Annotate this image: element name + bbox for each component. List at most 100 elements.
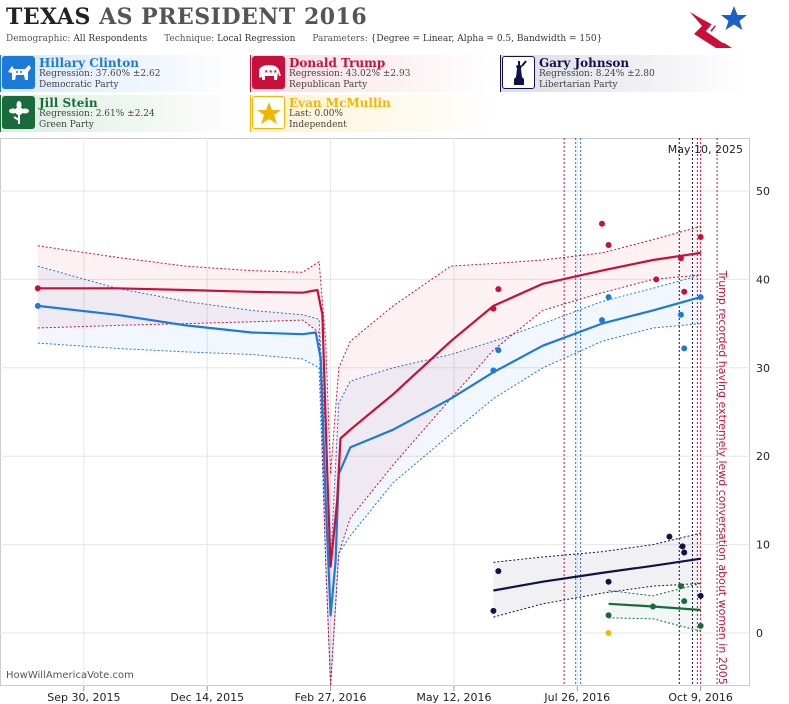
site-logo-icon[interactable] bbox=[688, 4, 748, 50]
candidate-party: Independent bbox=[289, 120, 347, 130]
poll-point bbox=[697, 622, 704, 629]
elephant-icon: ★★★ bbox=[252, 56, 285, 89]
candidate-party: Libertarian Party bbox=[539, 80, 618, 90]
candidate-party: Republican Party bbox=[289, 80, 368, 90]
upper-bound-line bbox=[37, 225, 701, 474]
y-tick-label: 10 bbox=[756, 539, 770, 552]
y-tick-label: 0 bbox=[756, 627, 763, 640]
poll-chart[interactable]: Sep 30, 2015 Dec 14, 2015 Feb 27, 2016 May … bbox=[0, 138, 789, 704]
poll-point bbox=[677, 583, 684, 590]
star-icon bbox=[252, 96, 285, 129]
candidate-name: Hillary Clinton bbox=[39, 56, 139, 70]
regression-line bbox=[37, 296, 701, 617]
regression-line bbox=[493, 557, 701, 592]
y-tick-label: 50 bbox=[756, 185, 770, 198]
poll-point bbox=[681, 549, 688, 556]
svg-text:★★★: ★★★ bbox=[264, 69, 278, 75]
poll-point bbox=[34, 302, 41, 309]
poll-point bbox=[490, 305, 497, 312]
x-tick-label: Sep 30, 2015 bbox=[47, 691, 120, 704]
candidate-regression: Regression: 8.24% ±2.80 bbox=[539, 69, 655, 79]
event-annotation: Trump recorded having extremely lewd con… bbox=[716, 270, 729, 685]
candidate-name: Jill Stein bbox=[39, 96, 98, 110]
candidate-party: Green Party bbox=[39, 120, 94, 130]
title-state: TEXAS bbox=[6, 4, 91, 30]
confidence-band bbox=[493, 533, 701, 618]
page-title: TEXAS AS PRESIDENT 2016 bbox=[6, 4, 367, 30]
candidate-regression: Regression: 2.61% ±2.24 bbox=[39, 109, 155, 119]
confidence-bands bbox=[37, 225, 701, 687]
poll-point bbox=[681, 598, 688, 605]
candidate-card-trump[interactable]: ★★★ Donald Trump Regression: 43.02% ±2.9… bbox=[250, 55, 496, 92]
chart-date: May 10, 2025 bbox=[668, 143, 743, 156]
candidate-regression: Last: 0.00% bbox=[289, 109, 344, 119]
poll-point bbox=[490, 367, 497, 374]
title-rest: AS PRESIDENT 2016 bbox=[99, 4, 368, 30]
lower-bound-line bbox=[608, 617, 701, 632]
demographic-value: All Respondents bbox=[73, 34, 148, 44]
poll-point bbox=[666, 533, 673, 540]
parameters-bar: Demographic: All Respondents Technique: … bbox=[6, 34, 616, 44]
poll-point bbox=[605, 629, 612, 636]
x-axis: Sep 30, 2015 Dec 14, 2015 Feb 27, 2016 May … bbox=[47, 686, 733, 704]
poll-point bbox=[605, 612, 612, 619]
x-tick-label: Oct 9, 2016 bbox=[668, 691, 733, 704]
upper-bound-line bbox=[608, 583, 701, 597]
flower-icon bbox=[2, 96, 35, 129]
y-tick-label: 30 bbox=[756, 362, 770, 375]
lower-bound-line bbox=[37, 323, 701, 687]
poll-point bbox=[677, 311, 684, 318]
poll-points bbox=[34, 220, 704, 636]
poll-point bbox=[605, 294, 612, 301]
poll-point bbox=[495, 286, 502, 293]
technique-value: Local Regression bbox=[217, 34, 296, 44]
candidate-card-clinton[interactable]: Hillary Clinton Regression: 37.60% ±2.62… bbox=[0, 55, 246, 92]
poll-point bbox=[697, 294, 704, 301]
poll-point bbox=[681, 288, 688, 295]
poll-point bbox=[697, 233, 704, 240]
lower-bound-line bbox=[37, 274, 701, 687]
x-tick-label: Jul 26, 2016 bbox=[543, 691, 610, 704]
candidate-name: Donald Trump bbox=[289, 56, 386, 70]
candidate-regression: Regression: 43.02% ±2.93 bbox=[289, 69, 411, 79]
confidence-band bbox=[37, 266, 701, 686]
y-axis: 0 10 20 30 40 50 bbox=[756, 185, 770, 640]
regression-lines bbox=[37, 251, 701, 617]
x-tick-label: May 12, 2016 bbox=[416, 691, 491, 704]
poll-point bbox=[495, 568, 502, 575]
donkey-icon bbox=[2, 56, 35, 89]
parameters-value: {Degree = Linear, Alpha = 0.5, Bandwidth… bbox=[370, 34, 603, 44]
plot-frame bbox=[0, 138, 750, 686]
candidate-card-johnson[interactable]: Gary Johnson Regression: 8.24% ±2.80 Lib… bbox=[500, 55, 746, 92]
regression-line bbox=[37, 251, 701, 568]
candidate-name: Evan McMullin bbox=[289, 96, 391, 110]
poll-point bbox=[697, 592, 704, 599]
upper-bound-line bbox=[37, 265, 701, 563]
poll-point bbox=[495, 347, 502, 354]
poll-point bbox=[679, 543, 686, 550]
y-tick-label: 20 bbox=[756, 450, 770, 463]
poll-point bbox=[677, 255, 684, 262]
confidence-band bbox=[37, 226, 701, 686]
y-tick-label: 40 bbox=[756, 273, 770, 286]
candidate-card-stein[interactable]: Jill Stein Regression: 2.61% ±2.24 Green… bbox=[0, 95, 246, 132]
poll-point bbox=[653, 276, 660, 283]
watermark: HowWillAmericaVote.com bbox=[6, 670, 134, 681]
poll-point bbox=[34, 285, 41, 292]
poll-point bbox=[649, 603, 656, 610]
poll-point bbox=[681, 345, 688, 352]
technique-label: Technique: bbox=[164, 34, 215, 44]
x-tick-label: Dec 14, 2015 bbox=[170, 691, 244, 704]
candidate-card-mcmullin[interactable]: Evan McMullin Last: 0.00% Independent bbox=[250, 95, 496, 132]
upper-bound-line bbox=[493, 532, 701, 563]
candidate-name: Gary Johnson bbox=[539, 56, 630, 70]
candidate-party: Democratic Party bbox=[39, 80, 119, 90]
statue-of-liberty-icon bbox=[502, 56, 535, 89]
x-tick-label: Feb 27, 2016 bbox=[295, 691, 367, 704]
poll-point bbox=[598, 220, 605, 227]
candidate-regression: Regression: 37.60% ±2.62 bbox=[39, 69, 161, 79]
demographic-label: Demographic: bbox=[6, 34, 71, 44]
parameters-label: Parameters: bbox=[312, 34, 368, 44]
poll-point bbox=[605, 241, 612, 248]
event-lines bbox=[563, 138, 718, 686]
